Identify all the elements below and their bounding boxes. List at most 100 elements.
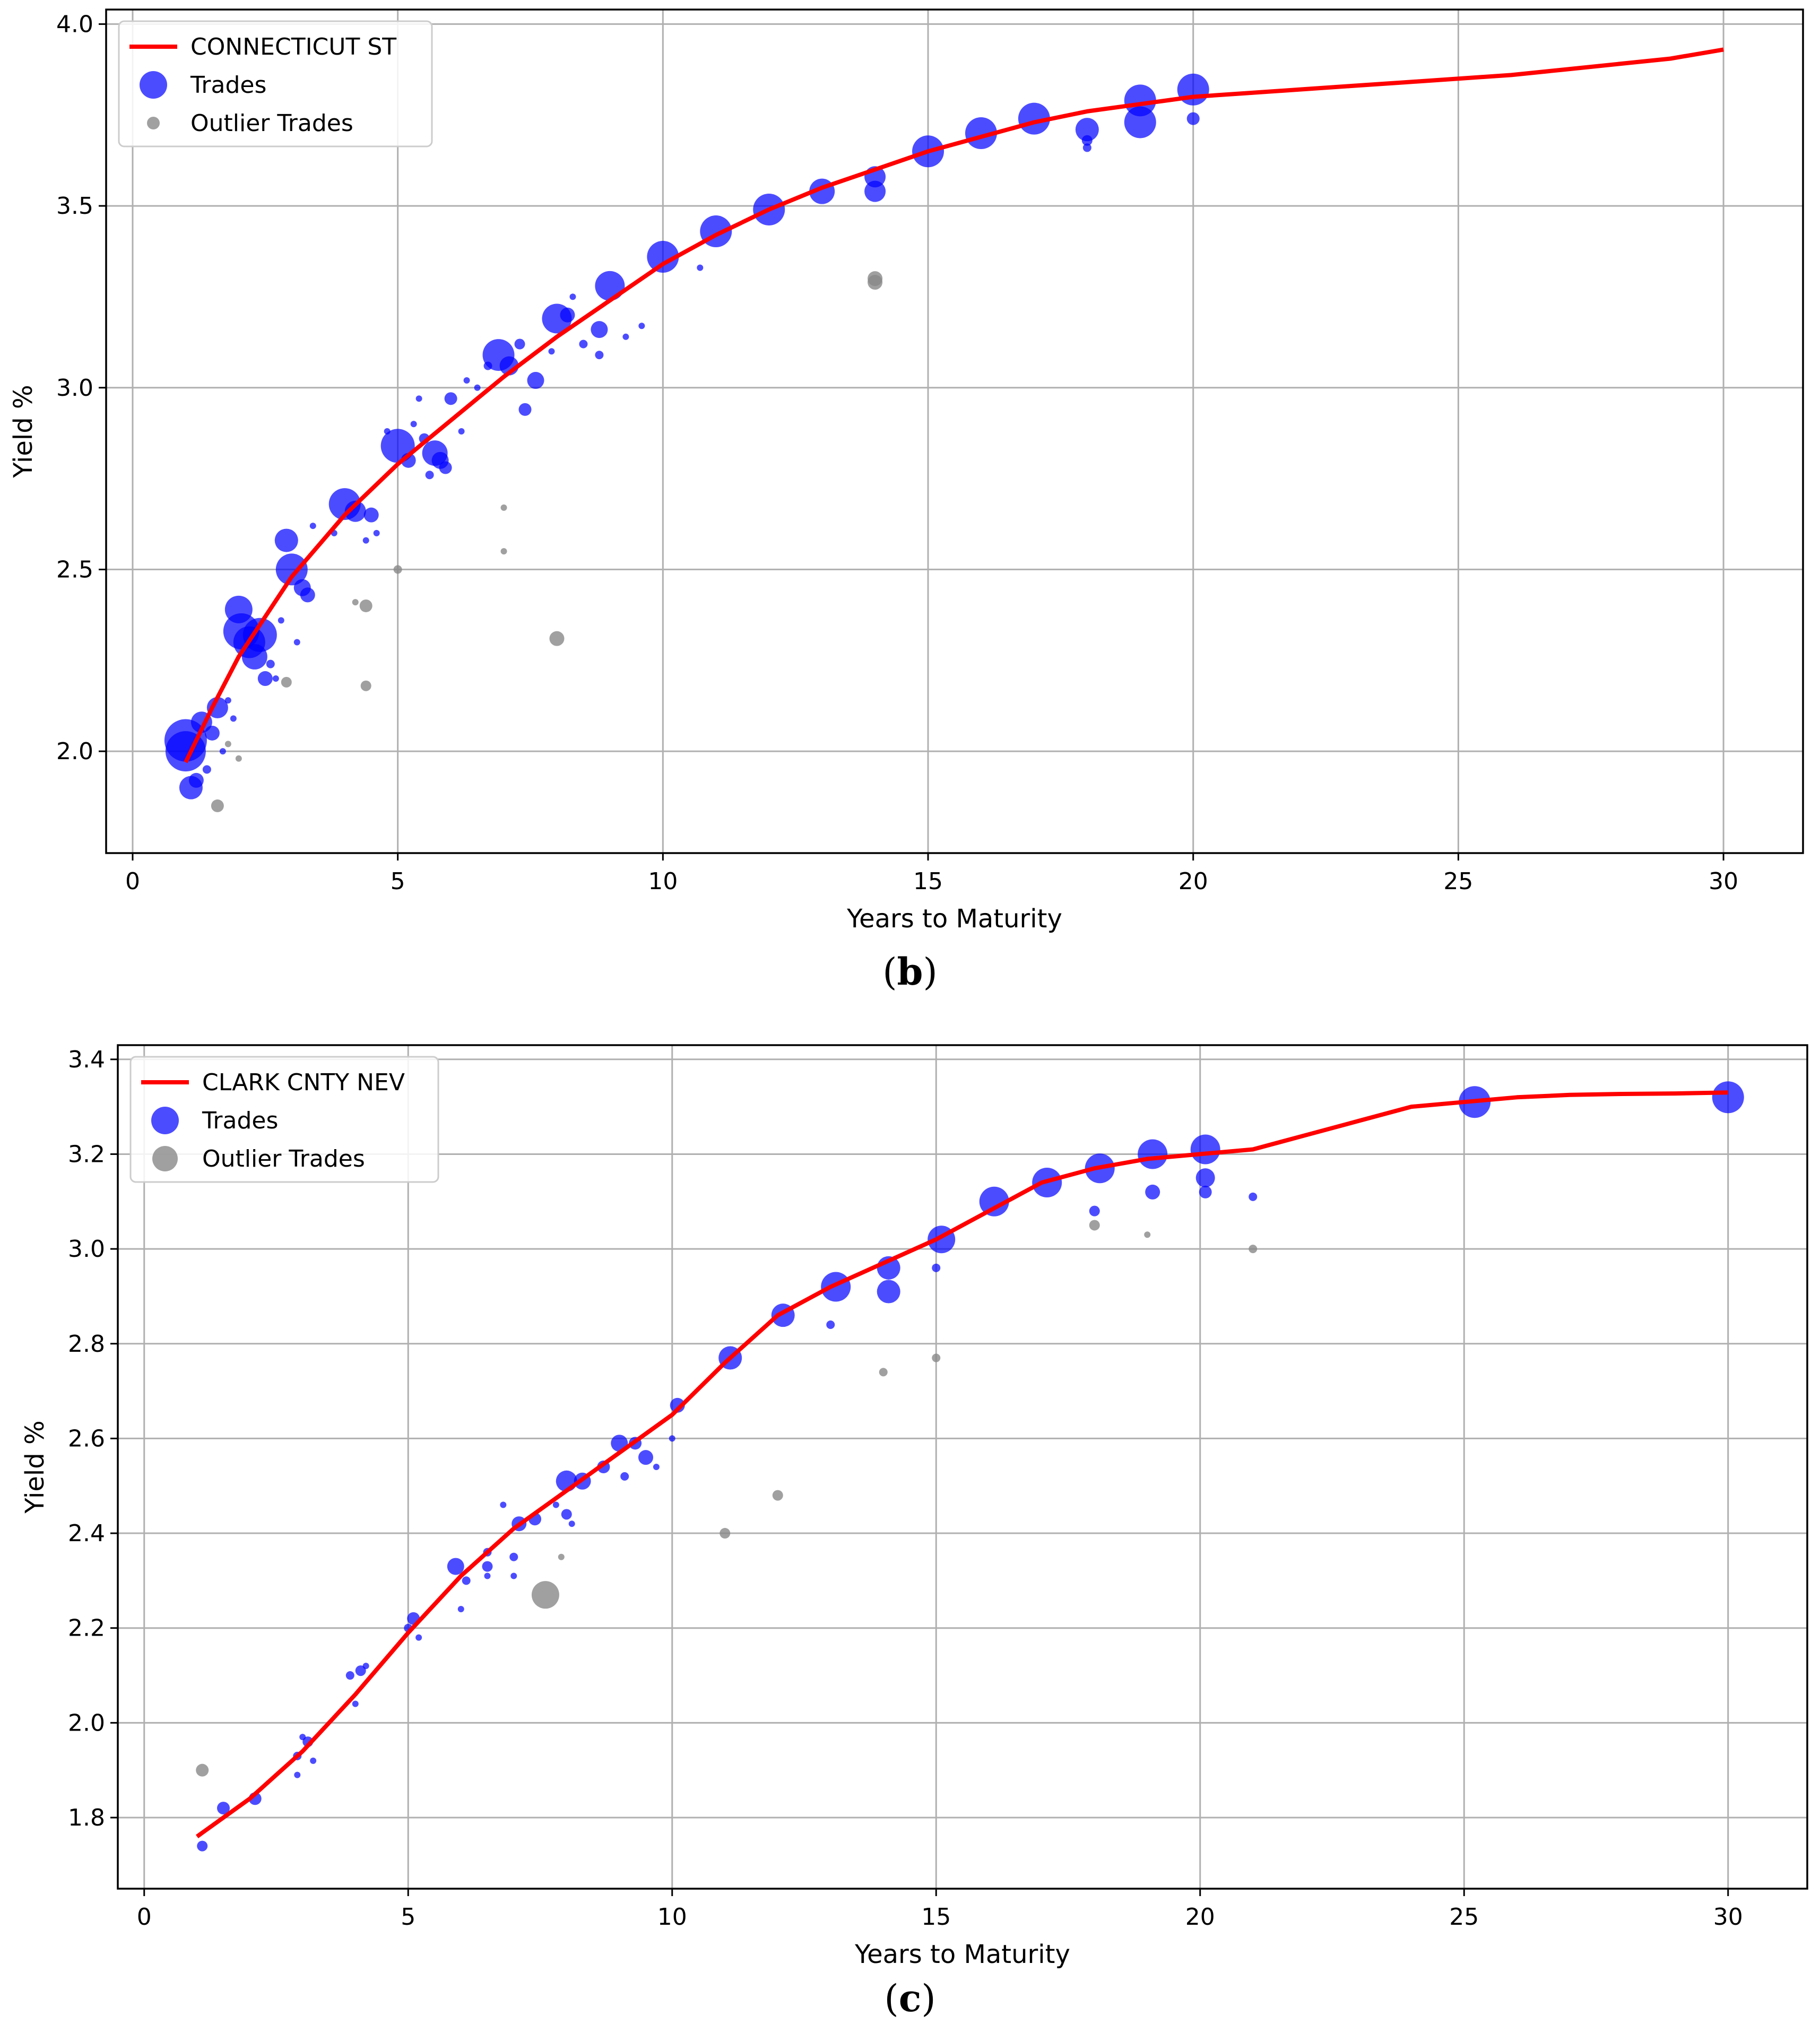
trade-point [384,428,391,435]
chart-panel-b: 0 5 10 15 20 25 30 2.0 2.5 3.0 3.5 4.0 Years to Matu… [0,0,1820,1019]
outlier-trade-point [1089,1220,1100,1231]
trade-point [877,1280,900,1304]
outlier-trade-point [558,1553,565,1560]
trade-point [415,395,422,402]
legend-trades-label: Trades [190,72,266,99]
y-tick-label: 3.0 [68,1236,105,1263]
y-tick-label: 3.2 [68,1141,105,1168]
y-tick-label: 2.0 [56,738,93,765]
trade-point [1199,1185,1212,1198]
outlier-trade-point [879,1368,888,1377]
trade-point [278,617,284,624]
trade-point [1081,135,1093,146]
trade-point [568,1520,575,1527]
trade-point [274,528,298,552]
trade-point [591,321,608,338]
y-tick-label: 2.8 [68,1331,105,1358]
x-axis-label: Years to Maturity [846,904,1062,934]
trade-point [230,715,237,722]
trade-point [309,523,316,529]
trade-point [482,1561,493,1572]
x-tick-label: 5 [391,868,405,895]
x-tick-label: 20 [1185,1904,1215,1931]
chart-c-svg: 0 5 10 15 20 25 30 1.8 2.0 2.2 2.4 2.6 2.8 3.0 3.2 3.4 Y… [20,1044,1808,1969]
outlier-trade-point [720,1528,731,1539]
trade-point [979,1186,1009,1216]
trade-point [425,471,434,480]
legend: CLARK CNTY NEV Trades Outlier Trades [129,1056,439,1183]
trade-point [219,748,226,755]
trade-point [620,1472,629,1481]
trade-point [197,1840,208,1852]
x-tick-label: 30 [1709,868,1738,895]
trade-point [518,403,532,416]
y-tick-label: 2.5 [56,556,93,583]
outlier-trade-point [1249,1245,1258,1254]
y-axis-label: Yield % [20,1420,50,1514]
trade-point [500,1501,507,1508]
trade-point [457,1605,464,1612]
outlier-trade-point [360,680,371,691]
trade-point [1195,1168,1215,1188]
fitted-yield-curve [184,47,1724,763]
trade-point [410,421,417,428]
trade-point [1177,73,1209,106]
trade-point [527,372,544,389]
trade-point [447,1558,464,1575]
y-tick-label: 3.4 [68,1046,105,1073]
trade-point [272,675,279,682]
legend-box [118,20,433,147]
y-tick-label: 2.6 [68,1425,105,1452]
trade-point [484,1572,491,1579]
outlier-trade-point [224,741,231,748]
legend-outliers-label: Outlier Trades [190,110,353,137]
trade-point [670,1397,685,1413]
plot-frame [117,1044,1808,1890]
trade-point [310,1757,317,1764]
trade-point [188,772,204,788]
x-tick-label: 20 [1178,868,1208,895]
trade-point [510,1572,517,1579]
outlier-trade-point [500,548,507,555]
outlier-trade-point [235,755,242,762]
trade-point [363,507,379,523]
legend: CONNECTICUT ST Trades Outlier Trades [118,20,433,147]
x-tick-label: 5 [401,1904,415,1931]
trade-point [514,338,525,350]
x-tick-label: 25 [1449,1904,1479,1931]
trade-point [653,1464,660,1470]
trade-point [224,697,231,704]
trade-point [352,1700,359,1707]
trade-point [1124,106,1156,138]
trade-point [595,271,625,301]
x-tick-label: 0 [125,868,140,895]
trade-point [509,1552,518,1561]
trade-point [647,241,679,273]
legend-trades-swatch [151,1107,179,1134]
x-tick-label: 0 [137,1904,152,1931]
outlier-trade-point [211,799,224,812]
x-tick-label: 15 [921,1904,951,1931]
x-axis-label: Years to Maturity [854,1940,1070,1969]
fitted-yield-curve [195,1090,1728,1838]
trade-point [864,180,886,202]
x-tick-label: 10 [648,868,678,895]
outlier-trade-point [772,1490,783,1501]
trade-point [299,1734,306,1741]
trade-point [932,1263,941,1272]
y-tick-label: 3.0 [56,375,93,402]
trade-point [569,293,576,300]
caption-b: (b) [882,950,938,994]
y-tick-label: 2.4 [68,1520,105,1547]
legend-curve-label: CLARK CNTY NEV [202,1069,405,1096]
outlier-trade-point [932,1353,941,1362]
trade-point [1075,118,1099,142]
trade-point [1712,1081,1744,1114]
trade-point [294,1771,301,1778]
outlier-trade-point [500,504,507,511]
legend-trades-label: Trades [202,1107,278,1134]
trade-point [548,348,555,355]
trade-point [579,340,588,349]
legend-outliers-label: Outlier Trades [202,1145,365,1172]
outlier-trade-point [359,599,372,612]
